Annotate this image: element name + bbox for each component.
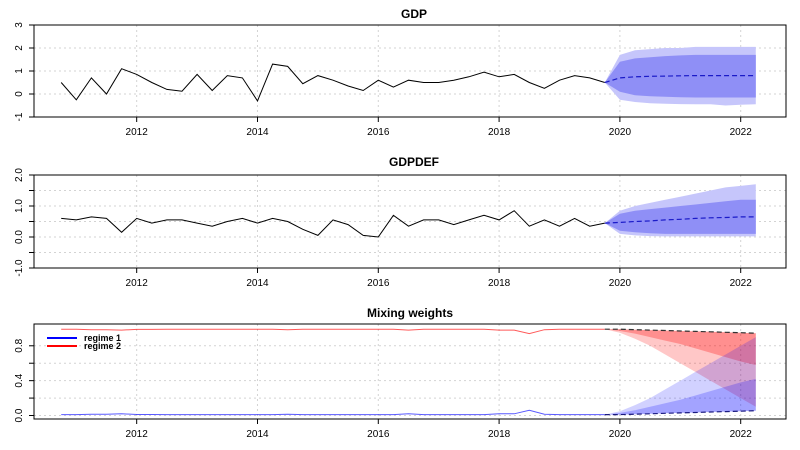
series-line-observed-gdpdef [61,210,605,238]
x-tick-label-gdpdef: 2016 [367,278,390,289]
plot-area-gdpdef: 2012 2014 2016 2018 2020 2022 -1.0 0.0 1.0 2.0 [14,168,787,289]
x-tick-label-gdp: 2016 [367,127,390,138]
panel-title-gdpdef: GDPDEF [389,155,439,169]
forecast-mean-line-regime-2 [604,328,756,334]
y-tick-label-mixing-weights: 0.8 [14,338,25,352]
x-tick-label-mixing-weights: 2016 [367,429,390,440]
forecast-mean-line-gdpdef [604,216,756,224]
legend-label-regime-1: regime 1 [84,333,121,343]
y-tick-label-gdpdef: 0.0 [14,230,25,244]
y-tick-label-gdp: 2 [14,45,25,51]
y-tick-label-gdp: 1 [14,68,25,74]
forecast-mean-line-regime-1 [604,410,756,416]
forecast-mean-line-gdp [604,74,756,84]
panel-title-mixing-weights: Mixing weights [367,306,453,320]
x-tick-label-mixing-weights: 2014 [246,429,269,440]
x-tick-label-mixing-weights: 2018 [488,429,511,440]
series-line-regime-1 [61,409,605,416]
y-tick-label-mixing-weights: 0.0 [14,408,25,422]
x-tick-label-mixing-weights: 2022 [730,429,753,440]
series-line-regime-2 [61,328,605,335]
y-tick-label-gdp: 3 [14,22,25,28]
x-tick-label-gdpdef: 2018 [488,278,511,289]
plot-area-mixing-weights: 2012 2014 2016 2018 2020 2022 0.0 0.4 0.8 [14,323,787,440]
x-tick-label-gdpdef: 2022 [730,278,753,289]
panel-gdpdef: GDPDEF 2012 2014 2016 2018 2020 2022 -1.0 0.0 1.… [14,155,787,289]
x-tick-label-mixing-weights: 2012 [126,429,149,440]
x-tick-label-gdp: 2020 [609,127,632,138]
panel-gdp: GDP 2012 2014 2016 2018 2020 2022 -1 0 1 2 3 [14,7,787,138]
x-tick-label-gdpdef: 2020 [609,278,632,289]
legend-label-regime-2: regime 2 [84,341,121,351]
x-tick-label-gdpdef: 2014 [246,278,269,289]
plot-frame-mixing-weights [33,323,787,420]
plot-area-gdp: 2012 2014 2016 2018 2020 2022 -1 0 1 2 3 [14,22,787,138]
x-tick-label-gdp: 2014 [246,127,269,138]
forecast-inner-band-regime-2 [604,329,756,365]
y-tick-label-gdpdef: 2.0 [14,168,25,182]
forecast-outer-band-regime-2 [604,329,756,407]
x-tick-label-gdp: 2018 [488,127,511,138]
y-tick-label-gdpdef: 1.0 [14,199,25,213]
series-line-observed-gdp [60,63,605,102]
x-tick-label-mixing-weights: 2020 [609,429,632,440]
y-tick-label-gdpdef: -1.0 [14,259,25,277]
y-tick-label-gdp: -1 [14,112,25,121]
legend: regime 1 regime 2 [47,333,121,351]
panel-title-gdp: GDP [401,7,427,21]
y-tick-label-gdp: 0 [14,91,25,97]
x-tick-label-gdp: 2022 [730,127,753,138]
y-tick-label-mixing-weights: 0.4 [14,373,25,387]
x-tick-label-gdpdef: 2012 [126,278,149,289]
panel-mixing-weights: Mixing weights 2012 2014 2016 2018 2020 2022 0… [14,306,787,440]
forecast-inner-band-regime-1 [604,378,756,415]
forecast-inner-band-gdpdef [604,199,756,234]
x-tick-label-gdp: 2012 [126,127,149,138]
forecast-outer-band-regime-1 [604,337,756,415]
